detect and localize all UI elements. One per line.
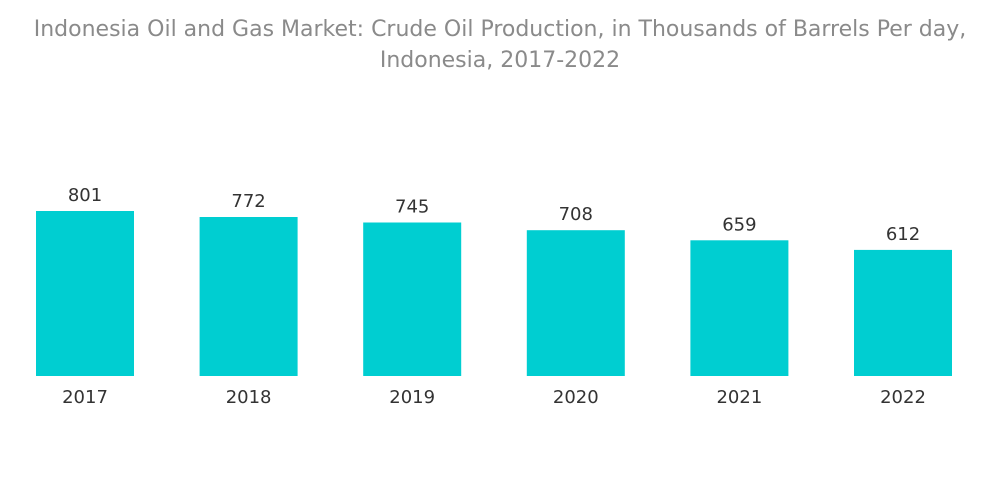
chart-title: Indonesia Oil and Gas Market: Crude Oil … [0,14,1000,76]
x-tick-label-2017: 2017 [62,387,108,408]
bars-group [36,211,952,376]
chart-title-line-2: Indonesia, 2017-2022 [379,48,621,73]
value-label-2021: 659 [722,214,756,235]
value-labels-group: 801 772 745 708 659 612 [68,185,920,245]
x-tick-label-2021: 2021 [716,387,762,408]
bar-2019 [363,222,462,376]
value-label-2017: 801 [68,185,102,206]
x-axis-tick-labels: 2017 2018 2019 2020 2021 2022 [62,387,926,408]
x-tick-label-2018: 2018 [226,387,272,408]
x-tick-label-2022: 2022 [880,387,926,408]
bar-2020 [526,230,625,376]
x-tick-label-2020: 2020 [553,387,599,408]
value-label-2020: 708 [559,204,593,225]
value-label-2019: 745 [395,197,429,218]
value-label-2022: 612 [886,224,920,245]
bar-2021 [690,240,789,376]
x-tick-label-2019: 2019 [389,387,435,408]
value-label-2018: 772 [231,191,265,212]
bar-2018 [199,217,298,376]
chart-title-line-1: Indonesia Oil and Gas Market: Crude Oil … [33,17,967,42]
bar-2017 [36,211,134,376]
bar-2022 [854,249,952,376]
